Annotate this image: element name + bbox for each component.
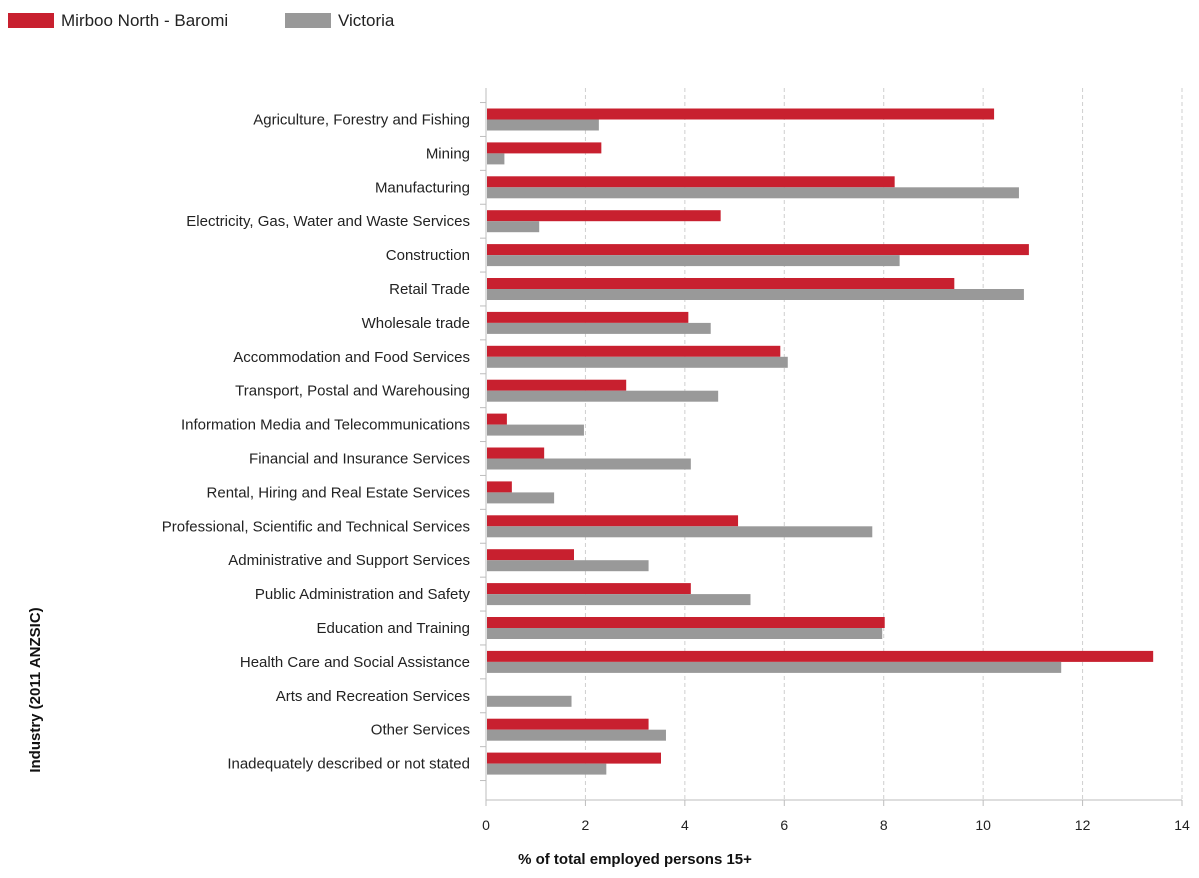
bar-victoria-12	[487, 526, 873, 538]
category-label-17: Arts and Recreation Services	[276, 688, 470, 705]
bar-victoria-2	[487, 187, 1019, 199]
category-label-11: Rental, Hiring and Real Estate Services	[207, 484, 470, 501]
bar-mirboo-9	[487, 413, 507, 425]
bar-mirboo-8	[487, 379, 627, 391]
category-label-10: Financial and Insurance Services	[249, 451, 470, 468]
bar-victoria-3	[487, 221, 540, 233]
bar-victoria-0	[487, 119, 599, 131]
legend-label-1: Victoria	[338, 11, 395, 30]
x-tick-label-1: 2	[582, 817, 590, 833]
bar-mirboo-16	[487, 650, 1154, 662]
bar-mirboo-4	[487, 244, 1029, 256]
bar-mirboo-6	[487, 311, 689, 323]
category-labels: Agriculture, Forestry and Fishing Mining M…	[162, 112, 471, 773]
category-label-13: Administrative and Support Services	[228, 552, 470, 569]
bars	[487, 108, 1154, 775]
x-tick-label-6: 12	[1075, 817, 1091, 833]
bar-victoria-19	[487, 763, 607, 775]
bar-victoria-1	[487, 153, 505, 165]
bar-mirboo-12	[487, 515, 739, 527]
legend: Mirboo North - Baromi Victoria	[8, 11, 395, 30]
bar-mirboo-18	[487, 718, 649, 730]
category-label-0: Agriculture, Forestry and Fishing	[253, 112, 470, 129]
legend-swatch-1	[285, 13, 331, 28]
category-label-7: Accommodation and Food Services	[233, 349, 470, 366]
legend-label-0: Mirboo North - Baromi	[61, 11, 228, 30]
category-label-18: Other Services	[371, 722, 470, 739]
bar-mirboo-7	[487, 345, 781, 357]
category-label-1: Mining	[426, 145, 470, 162]
bar-victoria-9	[487, 424, 584, 436]
category-label-15: Education and Training	[317, 620, 470, 637]
bar-mirboo-5	[487, 278, 955, 289]
axes	[480, 88, 1183, 806]
category-label-3: Electricity, Gas, Water and Waste Servic…	[186, 213, 470, 230]
bar-mirboo-19	[487, 752, 661, 764]
bar-mirboo-3	[487, 210, 721, 222]
category-label-6: Wholesale trade	[362, 315, 470, 332]
category-label-8: Transport, Postal and Warehousing	[235, 383, 470, 400]
category-label-16: Health Care and Social Assistance	[240, 654, 470, 671]
legend-swatch-0	[8, 13, 54, 28]
bar-victoria-6	[487, 322, 711, 334]
category-label-5: Retail Trade	[389, 281, 470, 298]
bar-victoria-11	[487, 492, 555, 504]
y-axis-title: Industry (2011 ANZSIC)	[27, 607, 44, 772]
bar-victoria-5	[487, 289, 1024, 300]
tick-labels: 0 2 4 6 8 10 12 14	[482, 817, 1190, 833]
bar-victoria-15	[487, 628, 883, 639]
category-label-19: Inadequately described or not stated	[227, 756, 470, 773]
bar-mirboo-13	[487, 549, 574, 561]
bar-victoria-7	[487, 356, 788, 368]
x-tick-label-4: 8	[880, 817, 888, 833]
bar-mirboo-0	[487, 108, 995, 120]
bar-mirboo-10	[487, 447, 545, 459]
x-tick-label-0: 0	[482, 817, 490, 833]
bar-victoria-16	[487, 661, 1062, 673]
category-label-4: Construction	[386, 247, 470, 264]
x-tick-label-3: 6	[780, 817, 788, 833]
bar-victoria-4	[487, 255, 900, 267]
category-label-9: Information Media and Telecommunications	[181, 417, 470, 434]
bar-victoria-13	[487, 560, 649, 572]
bar-victoria-8	[487, 390, 719, 402]
bar-victoria-10	[487, 458, 691, 470]
category-label-14: Public Administration and Safety	[255, 586, 471, 603]
bar-mirboo-1	[487, 142, 602, 154]
x-tick-label-7: 14	[1174, 817, 1190, 833]
bar-mirboo-14	[487, 583, 691, 595]
category-label-2: Manufacturing	[375, 179, 470, 196]
category-label-12: Professional, Scientific and Technical S…	[162, 518, 470, 535]
bar-victoria-18	[487, 729, 666, 741]
bar-victoria-17	[487, 695, 572, 707]
x-tick-label-2: 4	[681, 817, 689, 833]
bar-mirboo-15	[487, 617, 885, 628]
bar-mirboo-2	[487, 176, 895, 188]
bar-mirboo-11	[487, 481, 512, 493]
x-axis-title: % of total employed persons 15+	[518, 851, 752, 868]
bar-victoria-14	[487, 594, 751, 606]
x-tick-label-5: 10	[975, 817, 991, 833]
